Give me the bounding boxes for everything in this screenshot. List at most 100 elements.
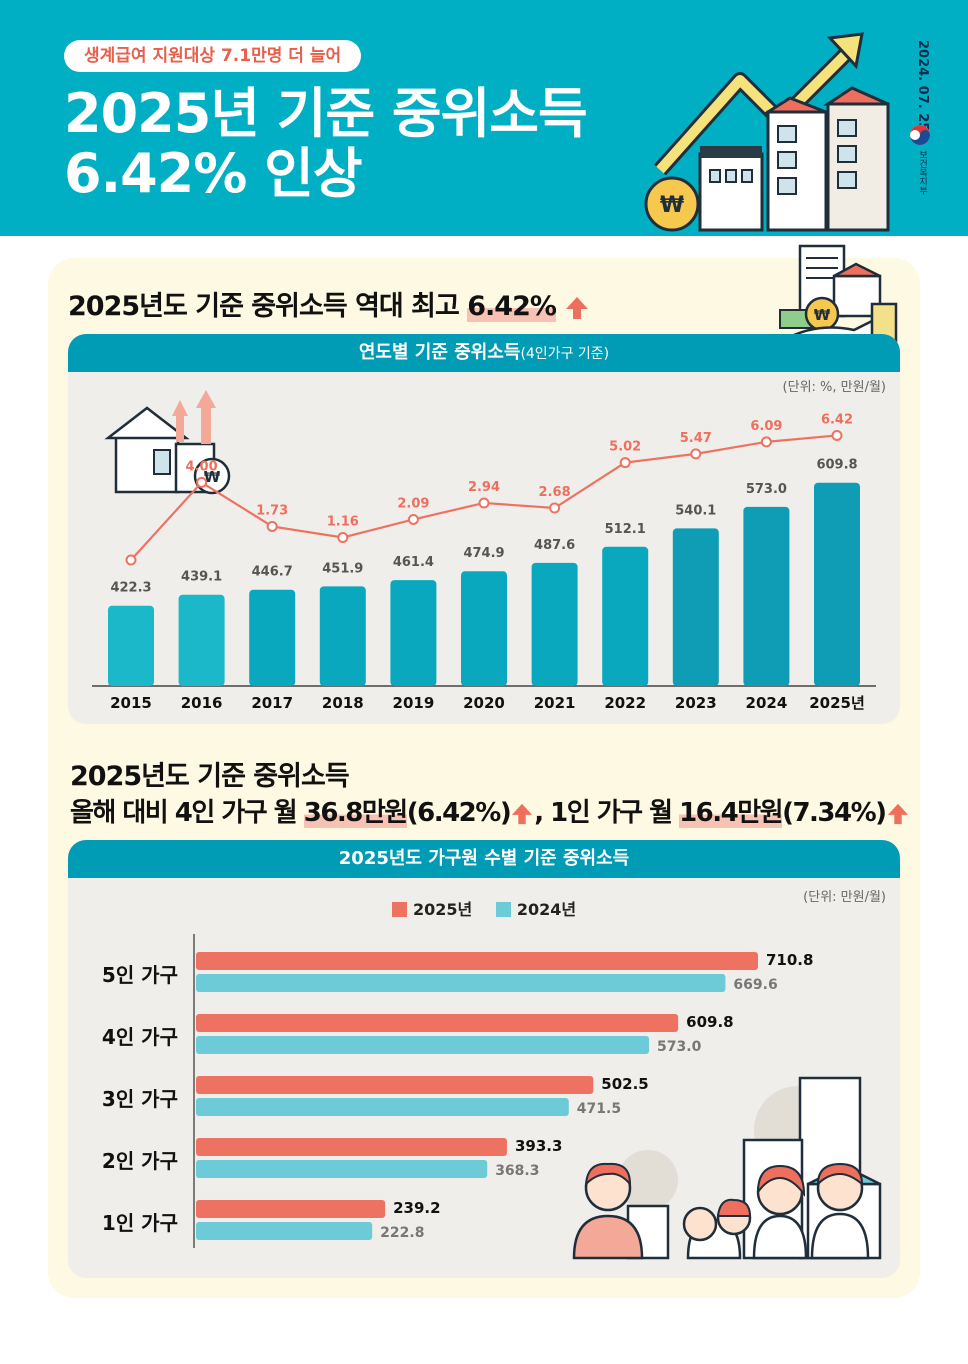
bar-2023 [672, 528, 719, 686]
x-tick-label: 2022 [604, 694, 646, 712]
bar-2024-3 [196, 1160, 488, 1178]
subtitle-pill: 생계급여 지원대상 7.1만명 더 늘어 [64, 40, 362, 72]
rate-label: 6.42 [821, 412, 853, 427]
header-banner: 생계급여 지원대상 7.1만명 더 늘어 2025년 기준 중위소득 6.42%… [0, 0, 968, 236]
page-title: 2025년 기준 중위소득 6.42% 인상 [64, 82, 588, 205]
bar-value-label: 573.0 [746, 482, 787, 497]
bar-2015 [108, 605, 154, 686]
section1-title: 2025년도 기준 중위소득 역대 최고 6.42% [68, 284, 590, 323]
title-line-1: 2025년 기준 중위소득 [64, 82, 588, 145]
x-tick-label: 2021 [534, 694, 576, 712]
bar-value-label: 609.8 [816, 458, 857, 473]
x-tick-label: 2020 [463, 694, 505, 712]
value-label-2024: 222.8 [380, 1225, 424, 1241]
value-label-2025: 393.3 [515, 1137, 562, 1155]
chart-legend: 2025년 2024년 [392, 896, 576, 920]
value-label-2025: 710.8 [766, 951, 813, 969]
bar-2018 [319, 586, 366, 686]
rising-houses-illustration: ₩ [644, 32, 890, 232]
value-label-2024: 669.6 [733, 977, 777, 993]
rate-point [337, 531, 349, 543]
bar-value-label: 446.7 [252, 565, 293, 580]
yearly-chart-title-note: (4인가구 기준) [520, 346, 610, 362]
bar-2020 [461, 571, 507, 686]
x-tick-label: 2019 [393, 694, 435, 712]
bar-2024 [743, 506, 790, 686]
section2-text-b: (6.42%) [406, 798, 512, 828]
bar-2024-4 [196, 1222, 373, 1240]
up-arrow-icon [887, 803, 908, 824]
bar-2025-0 [196, 952, 758, 970]
section2-highlight-4person: 36.8만원 [303, 798, 408, 828]
bar-2025-2 [196, 1076, 594, 1094]
bar-2022 [602, 546, 649, 686]
legend-swatch-2025 [392, 902, 407, 917]
ministry-name: 보건복지부 [917, 150, 927, 195]
yearly-chart-title: 연도별 기준 중위소득 [358, 342, 521, 363]
household-income-chart: 5인 가구 710.8 669.6 4인 가구 609.8 573.0 3인 가구 502.5… [102, 934, 813, 1248]
house-part [196, 390, 216, 408]
household-label: 4인 가구 [102, 1025, 178, 1049]
rate-label: 1.16 [327, 514, 359, 529]
value-label-2024: 368.3 [495, 1163, 539, 1179]
section2-highlight-1person: 16.4만원 [679, 798, 784, 828]
household-income-chart-card: 2025년도 가구원 수별 기준 중위소득 (단위: 만원/월) 2025년 2… [68, 840, 900, 1278]
bar-2024-2 [196, 1098, 569, 1116]
house-part [176, 416, 184, 442]
section2-subtitle: 올해 대비 4인 가구 월 36.8만원(6.42%) , 1인 가구 월 16.… [70, 792, 910, 829]
bar-2025년 [814, 482, 860, 686]
rate-label: 2.94 [468, 480, 500, 495]
value-label-2025: 609.8 [686, 1013, 733, 1031]
rate-label: 2.09 [397, 496, 429, 511]
household-chart-unit: (단위: 만원/월) [803, 890, 886, 905]
household-chart-header: 2025년도 가구원 수별 기준 중위소득 [68, 840, 900, 878]
rate-point [407, 513, 419, 525]
house-part [172, 400, 188, 416]
yearly-income-chart: ₩422.3 2015 439.1 2016 446.7 2017 451.9 2018 461… [92, 390, 876, 712]
value-label-2024: 471.5 [577, 1101, 621, 1117]
rate-point [690, 448, 702, 460]
x-tick-label: 2017 [251, 694, 293, 712]
house-part [201, 408, 211, 444]
rate-point [619, 457, 631, 469]
section2-text-a: 올해 대비 4인 가구 월 [70, 798, 298, 828]
bar-2024-0 [196, 974, 726, 992]
bar-value-label: 451.9 [322, 561, 363, 576]
household-label: 1인 가구 [102, 1211, 178, 1235]
rate-label: 6.09 [750, 419, 782, 434]
x-tick-label: 2025년 [809, 694, 865, 712]
rate-label: 1.73 [256, 503, 288, 518]
bar-value-label: 422.3 [110, 581, 151, 596]
section2-text-c: , 1인 가구 월 [534, 798, 673, 828]
house-part [153, 449, 171, 475]
title-line-2: 6.42% 인상 [64, 142, 362, 205]
bar-value-label: 474.9 [463, 546, 504, 561]
bar-value-label: 512.1 [605, 522, 646, 537]
rate-label: 4.00 [186, 459, 218, 474]
bar-2024-1 [196, 1036, 650, 1054]
section1-title-text: 2025년도 기준 중위소득 역대 최고 [68, 291, 460, 322]
bar-2017 [249, 589, 296, 686]
section1-title-highlight: 6.42% [467, 291, 557, 322]
bar-value-label: 439.1 [181, 570, 222, 585]
bar-2025-4 [196, 1200, 386, 1218]
bar-2016 [178, 594, 225, 686]
bar-value-label: 461.4 [393, 555, 434, 570]
house-part [104, 406, 190, 440]
up-arrow-icon [566, 296, 589, 319]
bar-2021 [531, 562, 578, 686]
rate-label: 2.68 [539, 485, 571, 500]
household-label: 2인 가구 [102, 1149, 178, 1173]
rate-point [760, 436, 772, 448]
house-coins-illustration: ₩ [104, 390, 231, 495]
value-label-2024: 573.0 [657, 1039, 702, 1055]
publish-date: 2024. 07. 25. [915, 40, 930, 137]
x-tick-label: 2024 [746, 694, 788, 712]
section2-title: 2025년도 기준 중위소득 [70, 761, 350, 792]
bar-2025-1 [196, 1014, 679, 1032]
legend-label-2024: 2024년 [516, 900, 577, 919]
rate-point [549, 502, 561, 514]
bar-value-label: 487.6 [534, 538, 575, 553]
legend-swatch-2024 [495, 902, 511, 917]
won-icon: ₩ [204, 468, 221, 486]
